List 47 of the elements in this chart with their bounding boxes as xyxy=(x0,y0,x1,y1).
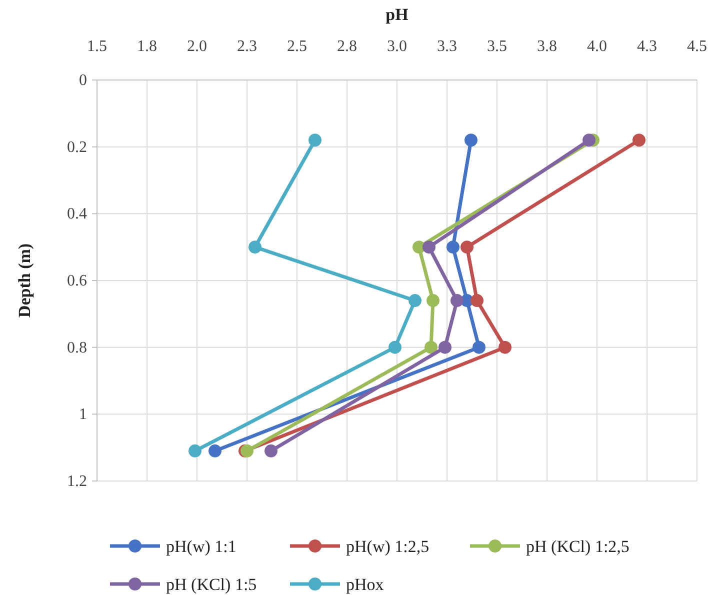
x-tick-label: 1.5 xyxy=(87,38,107,55)
point xyxy=(188,444,202,458)
y-tick-label: 0.2 xyxy=(67,138,87,156)
legend-label: pHox xyxy=(346,575,384,594)
point xyxy=(424,340,438,354)
x-tick-label: 2.5 xyxy=(287,38,307,55)
x-tick-label: 2.3 xyxy=(237,38,257,55)
x-tick-label: 4.3 xyxy=(637,38,657,55)
point xyxy=(422,240,436,254)
x-tick-label: 4.0 xyxy=(587,38,607,55)
point xyxy=(450,294,464,308)
point xyxy=(472,340,486,354)
point xyxy=(208,444,222,458)
y-tick-label: 0.8 xyxy=(67,339,87,356)
point xyxy=(426,294,440,308)
x-tick-label: 3.0 xyxy=(387,38,407,55)
point xyxy=(446,240,460,254)
point xyxy=(388,340,402,354)
point xyxy=(408,294,422,308)
y-tick-label: 1.2 xyxy=(67,473,87,490)
point xyxy=(470,294,484,308)
x-tick-label: 2.0 xyxy=(187,38,207,55)
y-tick-label: 0.6 xyxy=(67,272,87,290)
point xyxy=(460,240,474,254)
legend-label: pH(w) 1:1 xyxy=(166,537,236,556)
point xyxy=(438,340,452,354)
point xyxy=(308,134,322,147)
y-axis-title: Depth (m) xyxy=(15,243,34,318)
legend-label: pH(w) 1:2,5 xyxy=(346,537,430,556)
x-tick-label: 3.8 xyxy=(537,38,557,55)
point xyxy=(582,134,596,147)
point xyxy=(498,340,512,354)
y-tick-label: 0.4 xyxy=(67,206,87,223)
x-tick-label: 2.8 xyxy=(337,38,357,55)
point xyxy=(264,444,278,458)
point xyxy=(464,134,478,147)
legend-label: pH (KCl) 1:5 xyxy=(166,575,257,594)
x-tick-label: 1.8 xyxy=(137,38,157,55)
point xyxy=(248,240,262,254)
x-tick-label: 3.5 xyxy=(487,38,507,55)
legend-label: pH (KCl) 1:2,5 xyxy=(526,537,630,556)
y-tick-label: 1 xyxy=(79,406,87,424)
point xyxy=(632,134,646,147)
x-tick-label: 4.5 xyxy=(687,38,707,55)
x-tick-label: 3.3 xyxy=(437,38,457,55)
x-axis-title: pH xyxy=(386,5,408,24)
y-tick-label: 0 xyxy=(79,72,87,89)
